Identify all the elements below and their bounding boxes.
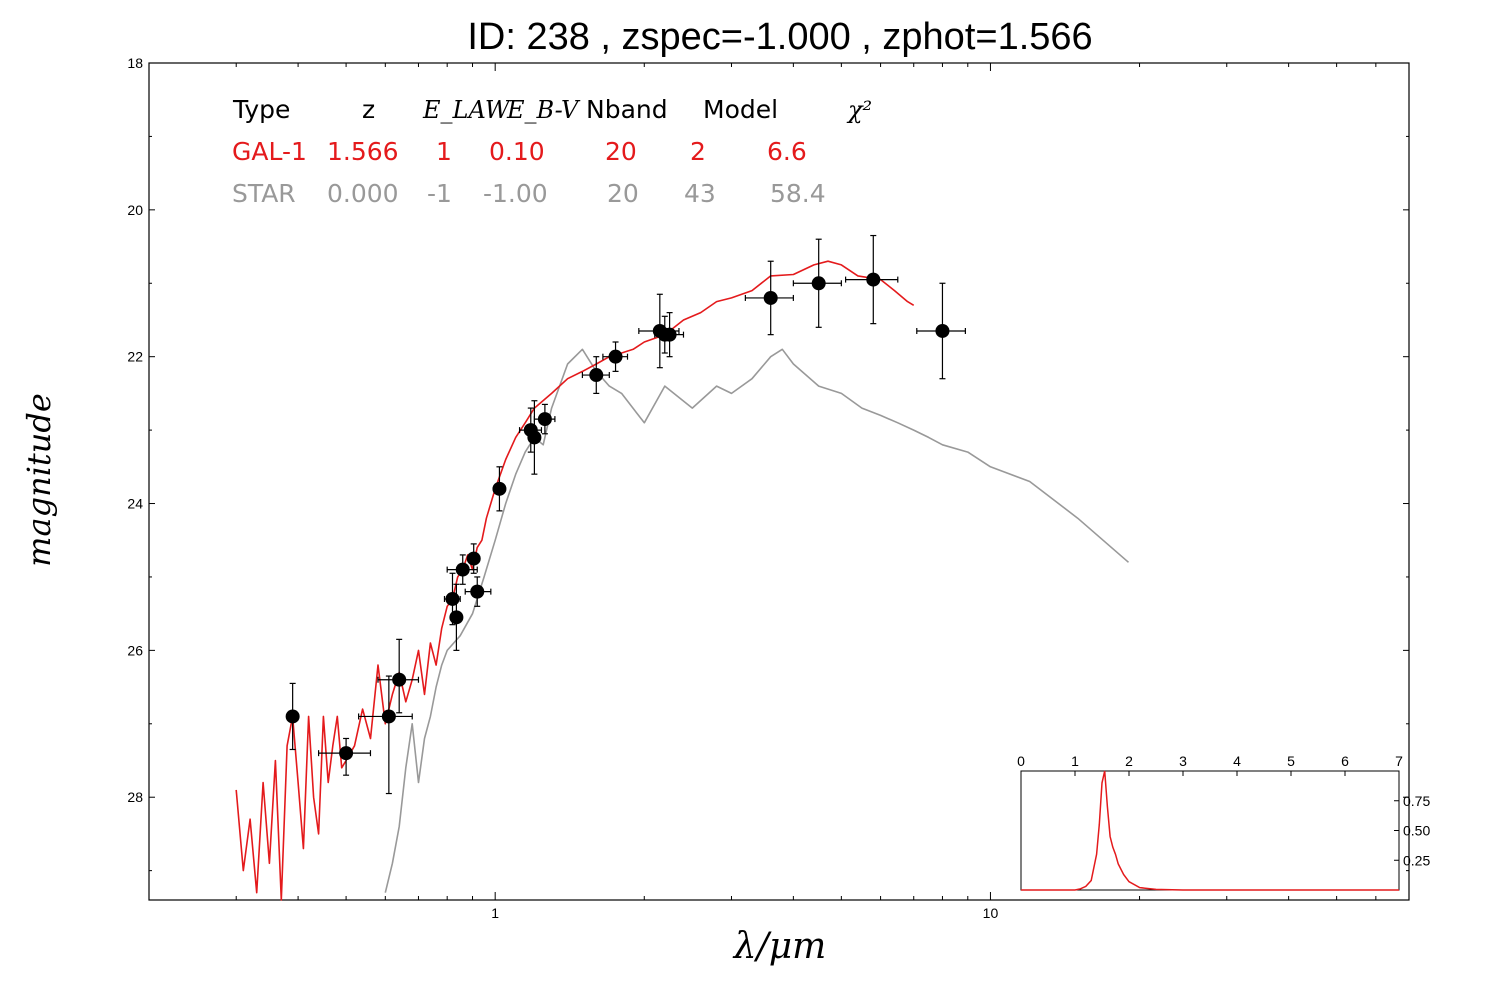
fit-table: Type z E_LAW E_B-V Nband Model χ² GAL-1 …: [232, 95, 872, 208]
photometry-point: [449, 610, 464, 625]
photometry-point: [381, 709, 396, 724]
table-header-type: Type: [232, 95, 290, 124]
inset-x-tick-label: 4: [1233, 753, 1241, 769]
photometry-point-group: [518, 407, 543, 453]
photometry-point-group: [654, 312, 685, 358]
x-tick-label: 10: [983, 905, 999, 921]
photometry-point-group: [492, 466, 507, 512]
star-elaw: -1: [427, 179, 452, 208]
y-axis-label: magnitude: [20, 393, 58, 567]
redshift-pdf-line: [1021, 770, 1399, 891]
x-axis-label: λ/μm: [732, 926, 826, 967]
photometry-point-group: [602, 341, 629, 372]
y-tick-label: 24: [127, 496, 143, 512]
photometry-point: [470, 584, 485, 599]
photometry-point: [285, 709, 300, 724]
table-header-ebv: E_B-V: [506, 96, 581, 124]
photometry-point-group: [317, 737, 372, 776]
photometry-point-group: [464, 576, 492, 607]
photometry-point: [527, 430, 542, 445]
photometry-point: [811, 276, 826, 291]
gal-model: 2: [690, 137, 706, 166]
star-type: STAR: [232, 179, 296, 208]
photometry-point-group: [285, 682, 300, 751]
table-header-model: Model: [703, 95, 778, 124]
photometry-point: [662, 327, 677, 342]
photometry-point-group: [466, 543, 481, 574]
galaxy-sed-layer: [235, 260, 915, 901]
photometry-point-group: [527, 400, 542, 475]
gal-nband: 20: [605, 137, 637, 166]
table-row-star: STAR 0.000 -1 -1.00 20 43 58.4: [232, 179, 826, 208]
redshift-inset: 0 1 2 3 4 5 6 7 0.25 0.50 0.75: [1017, 753, 1430, 891]
gal-chi2: 6.6: [767, 137, 807, 166]
chart-title: ID: 238 , zspec=-1.000 , zphot=1.566: [467, 16, 1093, 58]
y-tick-label: 28: [127, 789, 143, 805]
inset-x-tick-label: 2: [1125, 753, 1133, 769]
inset-x-tick-label: 5: [1287, 753, 1295, 769]
inset-ticks: 0 1 2 3 4 5 6 7 0.25 0.50 0.75: [1017, 753, 1430, 868]
table-header-nband: Nband: [586, 95, 668, 124]
photometry-point: [935, 323, 950, 338]
table-header-z: z: [362, 95, 375, 124]
inset-frame: [1020, 770, 1400, 891]
star-chi2: 58.4: [770, 179, 826, 208]
photometry-point-group: [916, 282, 966, 380]
photometry-point: [466, 551, 481, 566]
photometry-point: [492, 481, 507, 496]
x-tick-label: 1: [491, 905, 499, 921]
photometry-point-group: [533, 403, 556, 435]
table-header-elaw: E_LAW: [422, 96, 512, 124]
photometry-point: [866, 272, 881, 287]
star-model: 43: [684, 179, 716, 208]
photometry-point-group: [358, 675, 413, 795]
photometry-point-group: [581, 356, 610, 394]
inset-y-tick-label: 0.75: [1403, 793, 1430, 809]
inset-x-tick-label: 7: [1395, 753, 1403, 769]
star-nband: 20: [607, 179, 639, 208]
photometry-point: [589, 368, 604, 383]
photometry-point-group: [446, 554, 478, 585]
photometry-point: [455, 562, 470, 577]
star-sed-line: [384, 348, 1130, 893]
inset-x-tick-label: 1: [1071, 753, 1079, 769]
inset-x-tick-label: 3: [1179, 753, 1187, 769]
gal-type: GAL-1: [232, 137, 307, 166]
galaxy-sed-line: [235, 260, 915, 901]
photometry-point: [763, 290, 778, 305]
photometry-point-group: [449, 583, 464, 651]
photometry-point: [339, 746, 354, 761]
photometry-point-group: [377, 638, 420, 714]
y-tick-label: 26: [127, 642, 143, 658]
star-ebv: -1.00: [483, 179, 548, 208]
inset-pdf-layer: [1021, 770, 1399, 891]
photometry-point: [537, 412, 552, 427]
photometry-point-group: [845, 234, 899, 325]
photometry-point: [608, 349, 623, 364]
inset-x-tick-label: 6: [1341, 753, 1349, 769]
gal-elaw: 1: [436, 137, 452, 166]
gal-ebv: 0.10: [489, 137, 545, 166]
plot-frame: [148, 62, 1410, 901]
photometry-point: [445, 591, 460, 606]
photometry-point-group: [792, 238, 842, 328]
gal-z: 1.566: [327, 137, 399, 166]
y-tick-label: 20: [127, 202, 143, 218]
table-row-galaxy: GAL-1 1.566 1 0.10 20 2 6.6: [232, 137, 807, 166]
table-header-chi2: χ²: [846, 96, 872, 124]
y-tick-label: 18: [127, 55, 143, 71]
inset-y-tick-label: 0.50: [1403, 823, 1430, 839]
photometry-point-group: [744, 260, 794, 336]
star-z: 0.000: [327, 179, 399, 208]
y-tick-label: 22: [127, 349, 143, 365]
inset-y-tick-label: 0.25: [1403, 852, 1430, 868]
star-sed-layer: [384, 348, 1130, 893]
inset-x-tick-label: 0: [1017, 753, 1025, 769]
photometry-point: [392, 672, 407, 687]
photometry-layer: [285, 234, 966, 795]
